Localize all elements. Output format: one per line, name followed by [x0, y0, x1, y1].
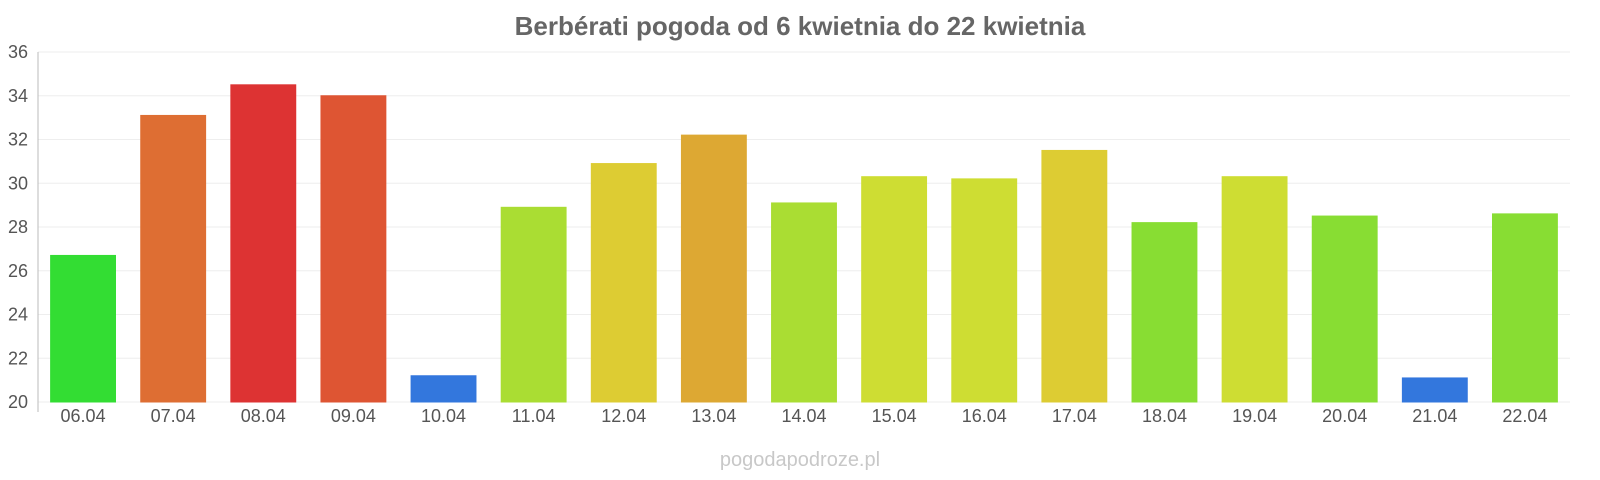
x-tick-label: 15.04: [872, 406, 917, 426]
x-tick-label: 09.04: [331, 406, 376, 426]
bar-08.04: [230, 84, 297, 403]
y-tick-label: 34: [8, 86, 28, 106]
x-tick-label: 20.04: [1322, 406, 1367, 426]
y-tick-label: 22: [8, 348, 28, 368]
y-tick-label: 36: [8, 42, 28, 62]
bar-22.04: [1491, 213, 1558, 403]
bar-16.04: [951, 178, 1018, 403]
y-tick-label: 32: [8, 130, 28, 150]
bar-09.04: [320, 95, 387, 403]
x-tick-label: 14.04: [781, 406, 826, 426]
bar-12.04: [590, 163, 657, 403]
x-tick-label: 11.04: [512, 406, 556, 426]
x-tick-label: 18.04: [1142, 406, 1187, 426]
bar-19.04: [1221, 176, 1288, 403]
y-axis-ticks: 20 22 24 26 28 30 32 34 36: [8, 42, 28, 412]
x-tick-label: 06.04: [61, 406, 106, 426]
bars: [50, 84, 1558, 403]
x-tick-label: 13.04: [691, 406, 736, 426]
bar-17.04: [1041, 149, 1108, 403]
x-tick-label: 22.04: [1502, 406, 1547, 426]
bar-11.04: [500, 206, 567, 403]
x-tick-label: 16.04: [962, 406, 1007, 426]
x-tick-label: 10.04: [421, 406, 466, 426]
bar-18.04: [1131, 222, 1198, 403]
x-tick-label: 08.04: [241, 406, 286, 426]
x-tick-label: 17.04: [1052, 406, 1097, 426]
bar-06.04: [50, 254, 117, 403]
x-tick-label: 21.04: [1412, 406, 1457, 426]
bar-07.04: [140, 114, 207, 403]
bar-14.04: [771, 202, 837, 403]
y-tick-label: 26: [8, 261, 28, 281]
x-tick-label: 12.04: [601, 406, 646, 426]
bar-21.04: [1401, 377, 1468, 403]
y-tick-label: 20: [8, 392, 28, 412]
bar-13.04: [680, 134, 747, 403]
bar-10.04: [410, 375, 477, 403]
bar-15.04: [861, 176, 928, 403]
bar-20.04: [1311, 215, 1378, 403]
chart-title: Berbérati pogoda od 6 kwietnia do 22 kwi…: [515, 11, 1086, 41]
y-tick-label: 30: [8, 173, 28, 193]
y-tick-label: 28: [8, 217, 28, 237]
y-tick-label: 24: [8, 305, 28, 325]
x-tick-label: 07.04: [151, 406, 196, 426]
x-tick-label: 19.04: [1232, 406, 1277, 426]
x-axis-ticks: 06.04 07.04 08.04 09.04 10.04 11.04 12.04 13.04…: [61, 406, 1548, 426]
watermark: pogodapodroze.pl: [720, 449, 880, 471]
